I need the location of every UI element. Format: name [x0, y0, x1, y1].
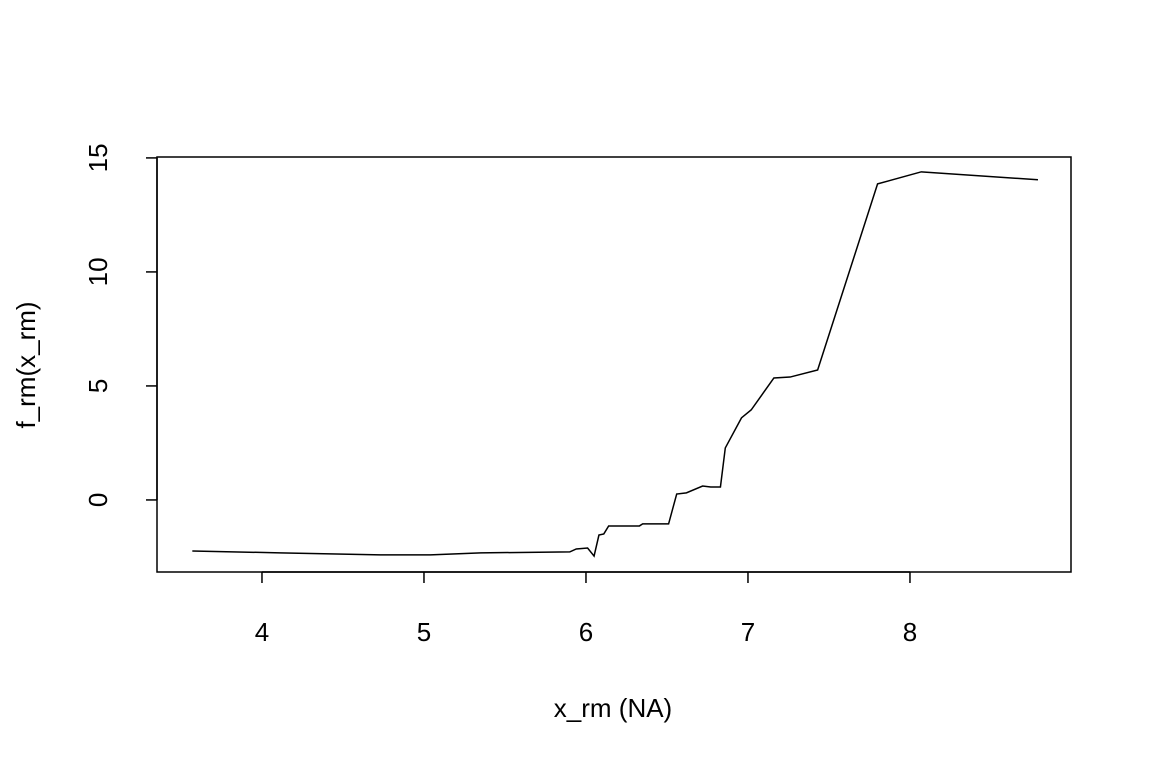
x-tick-label: 4	[255, 617, 269, 647]
data-line	[192, 171, 1039, 558]
y-tick-label: 15	[83, 143, 113, 172]
y-tick-label: 0	[83, 493, 113, 507]
y-tick-label: 10	[83, 257, 113, 286]
x-axis-label: x_rm (NA)	[554, 693, 672, 723]
plot-box	[156, 156, 1072, 573]
y-tick-label: 5	[83, 379, 113, 393]
x-tick-label: 5	[417, 617, 431, 647]
x-tick-label: 6	[579, 617, 593, 647]
y-axis-label: f_rm(x_rm)	[11, 301, 41, 428]
x-tick-label: 7	[741, 617, 755, 647]
x-tick-label: 8	[903, 617, 917, 647]
